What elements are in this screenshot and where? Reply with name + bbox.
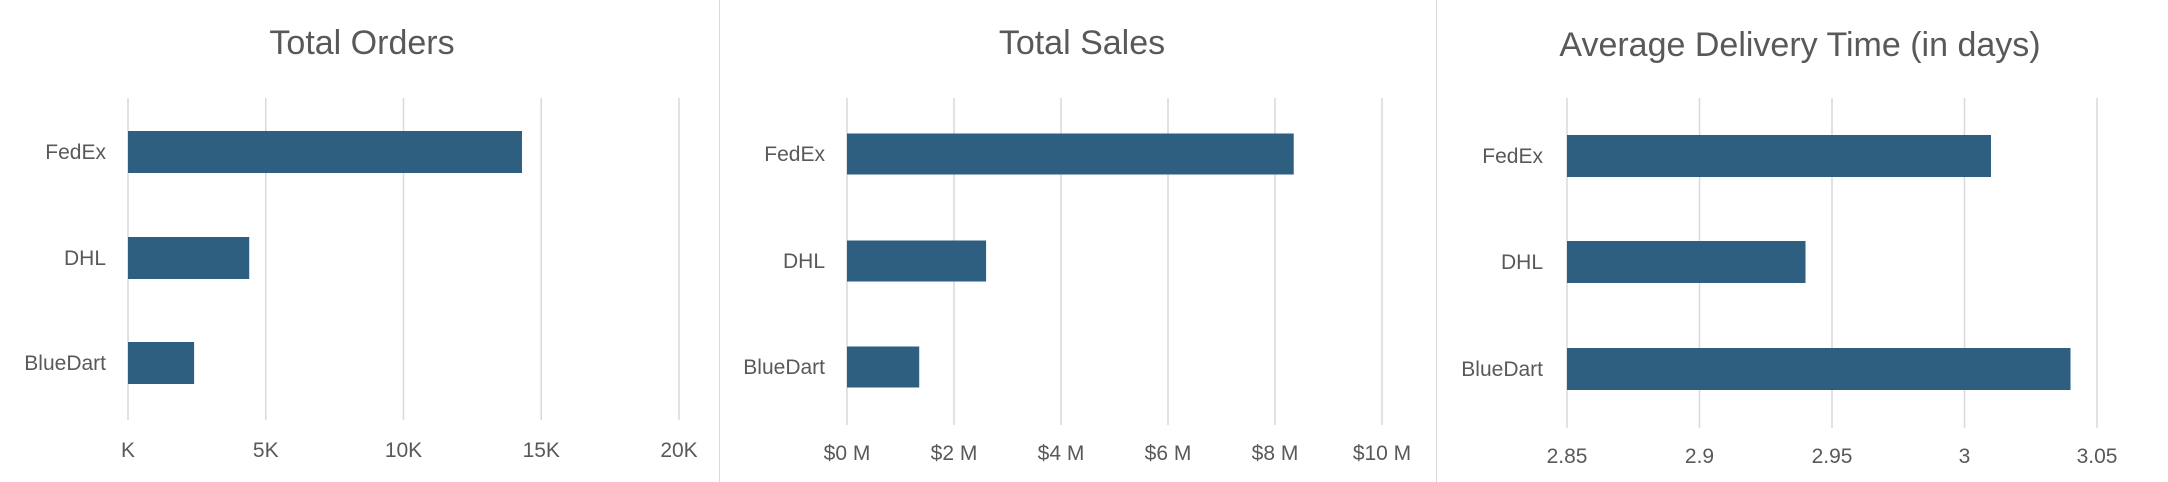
chart-title: Total Sales	[999, 24, 1165, 62]
bar-dhl	[847, 240, 987, 282]
avg-delivery-time-chart: Average Delivery Time (in days) 2.85 2.9 2…	[1461, 26, 2118, 468]
total-orders-chart-panel: Total Orders K 5K 10K 15K 20K FedEx DHL BlueDar…	[0, 0, 720, 482]
category-label: DHL	[1501, 251, 1543, 274]
category-label: BlueDart	[24, 352, 106, 375]
category-label: FedEx	[45, 141, 106, 164]
bar-fedex	[128, 131, 522, 173]
bar-dhl	[1567, 241, 1806, 283]
category-label: DHL	[64, 247, 106, 270]
bar-fedex	[847, 133, 1294, 175]
x-tick-label: $4 M	[1038, 442, 1085, 465]
total-sales-chart: Total Sales $0 M $2 M $4 M $6 M $8 M $10 M Fed…	[743, 24, 1411, 465]
bar-dhl	[128, 237, 250, 279]
x-tick-label: 15K	[523, 439, 560, 462]
category-label: DHL	[783, 250, 825, 273]
x-tick-label: $0 M	[824, 442, 871, 465]
x-tick-label: 20K	[660, 439, 697, 462]
x-tick-label: K	[121, 439, 135, 462]
x-tick-label: $6 M	[1145, 442, 1192, 465]
bar-bluedart	[1567, 348, 2071, 390]
category-label: BlueDart	[743, 356, 825, 379]
x-tick-label: 2.85	[1547, 445, 1588, 468]
chart-title: Average Delivery Time (in days)	[1559, 26, 2040, 64]
chart-title: Total Orders	[269, 24, 454, 62]
bar-fedex	[1567, 135, 1991, 177]
x-tick-label: 5K	[253, 439, 279, 462]
category-label: FedEx	[764, 143, 825, 166]
total-sales-chart-panel: Total Sales $0 M $2 M $4 M $6 M $8 M $10 M Fed…	[722, 0, 1434, 482]
x-tick-label: $10 M	[1353, 442, 1411, 465]
x-tick-label: 2.95	[1812, 445, 1853, 468]
bar-bluedart	[847, 346, 920, 388]
category-label: BlueDart	[1461, 358, 1543, 381]
x-tick-label: 3	[1959, 445, 1971, 468]
x-tick-label: 10K	[385, 439, 422, 462]
x-tick-label: 2.9	[1685, 445, 1714, 468]
avg-delivery-time-chart-panel: Average Delivery Time (in days) 2.85 2.9 2…	[1436, 0, 2168, 482]
total-orders-chart: Total Orders K 5K 10K 15K 20K FedEx DHL BlueDar…	[24, 24, 697, 462]
x-tick-label: $2 M	[931, 442, 978, 465]
category-label: FedEx	[1482, 145, 1543, 168]
bar-bluedart	[128, 342, 195, 384]
x-tick-label: $8 M	[1252, 442, 1299, 465]
x-tick-label: 3.05	[2077, 445, 2118, 468]
